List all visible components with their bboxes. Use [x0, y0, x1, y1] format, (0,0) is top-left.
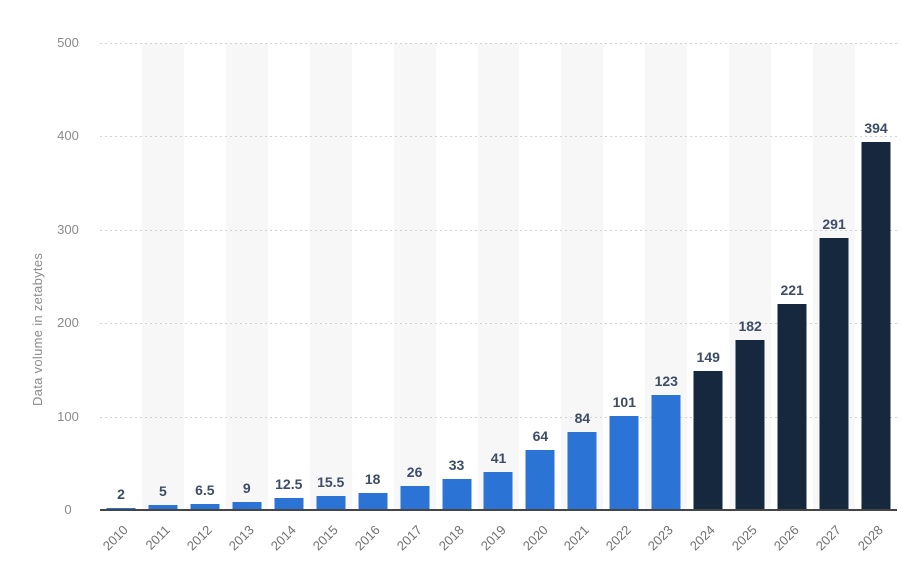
bar-2011[interactable]: [148, 505, 178, 510]
bar-column-2018: 33: [436, 43, 478, 510]
x-axis-labels: 2010 2011 2012 2013 2014 2015 2016 2017 2018 2019…: [100, 510, 897, 587]
bar-2021[interactable]: [567, 431, 597, 510]
bar-2026[interactable]: [777, 303, 807, 510]
bar-value-label: 15.5: [317, 473, 345, 490]
bar-column-2017: 26: [394, 43, 436, 510]
x-tick-label-2025: 2025: [729, 522, 761, 554]
x-tick-label-2019: 2019: [477, 522, 509, 554]
bar-2024[interactable]: [693, 370, 723, 510]
bar-column-2014: 12.5: [268, 43, 310, 510]
bar-value-label: 26: [406, 463, 423, 480]
gridline: [100, 229, 897, 231]
bar-column-2011: 5: [142, 43, 184, 510]
bar-value-label: 2: [117, 486, 125, 503]
bar-2020[interactable]: [525, 450, 555, 510]
bar-column-2021: 84: [561, 43, 603, 510]
y-tick-label: 500: [57, 35, 79, 50]
bar-value-label: 12.5: [275, 476, 303, 493]
bar-value-label: 84: [574, 409, 591, 426]
x-tick-label-2022: 2022: [603, 522, 635, 554]
x-tick-label-2010: 2010: [99, 522, 131, 554]
bar-value-label: 18: [364, 471, 381, 488]
bar-2019[interactable]: [483, 471, 513, 510]
bar-column-2020: 64: [519, 43, 561, 510]
x-tick-label-2016: 2016: [351, 522, 383, 554]
bar-2017[interactable]: [400, 485, 430, 510]
bar-column-2012: 6.5: [184, 43, 226, 510]
column-stripe: [309, 43, 352, 510]
bar-column-2019: 41: [478, 43, 520, 510]
bar-column-2025: 182: [729, 43, 771, 510]
y-tick-label: 300: [57, 221, 79, 237]
y-axis: 0 100 200 300 400 500: [38, 35, 98, 517]
column-stripe: [477, 43, 520, 510]
column-stripe: [393, 43, 436, 510]
bar-column-2016: 18: [352, 43, 394, 510]
x-tick-label-2012: 2012: [183, 522, 215, 554]
bar-value-label: 33: [448, 457, 465, 474]
bars-layer: 2 5 6.5 9 12.5 15.5 18 26 33 41 64 84 101 123 149 182 22…: [100, 43, 897, 510]
bar-value-label: 101: [612, 393, 636, 410]
bar-2027[interactable]: [819, 238, 849, 510]
x-tick-label-2013: 2013: [225, 522, 257, 554]
bar-2014[interactable]: [274, 498, 304, 510]
bar-value-label: 9: [242, 479, 251, 496]
bar-column-2015: 15.5: [310, 43, 352, 510]
x-tick-label-2028: 2028: [854, 522, 886, 554]
bar-column-2013: 9: [226, 43, 268, 510]
bar-2018[interactable]: [442, 479, 472, 510]
bar-column-2010: 2: [100, 43, 142, 510]
bar-value-label: 221: [780, 281, 804, 298]
bar-value-label: 5: [159, 483, 167, 500]
bar-2012[interactable]: [190, 503, 220, 510]
bar-value-label: 41: [490, 449, 507, 466]
x-tick-label-2023: 2023: [645, 522, 677, 554]
x-tick-label-2015: 2015: [309, 522, 341, 554]
bar-column-2028: 394: [855, 43, 897, 510]
x-tick-label-2018: 2018: [435, 522, 467, 554]
bar-value-label: 291: [822, 216, 846, 233]
bar-column-2027: 291: [813, 43, 855, 510]
y-tick-label: 200: [57, 315, 79, 331]
bar-value-label: 6.5: [195, 481, 215, 498]
bar-2013[interactable]: [232, 501, 262, 510]
y-tick-label: 0: [64, 502, 72, 517]
y-tick-label: 100: [57, 408, 79, 424]
x-tick-label-2026: 2026: [770, 522, 803, 554]
gridline: [100, 43, 897, 44]
bar-value-label: 64: [532, 428, 549, 445]
gridlines: [100, 43, 897, 510]
bar-value-label: 149: [696, 348, 720, 365]
bar-value-label: 123: [654, 373, 678, 390]
column-stripe: [225, 43, 268, 510]
bar-2023[interactable]: [651, 395, 681, 510]
x-tick-label-2020: 2020: [519, 522, 551, 554]
bar-column-2024: 149: [687, 43, 729, 510]
bar-value-label: 182: [738, 318, 762, 335]
bar-column-2022: 101: [603, 43, 645, 510]
x-tick-label-2014: 2014: [267, 522, 299, 554]
bar-column-2023: 123: [645, 43, 687, 510]
y-tick-label: 400: [57, 128, 79, 144]
x-tick-label-2017: 2017: [393, 522, 425, 554]
bar-2025[interactable]: [735, 340, 765, 510]
x-tick-label-2011: 2011: [142, 522, 173, 553]
bar-2022[interactable]: [609, 415, 639, 510]
gridline: [100, 323, 897, 325]
gridline: [100, 416, 897, 418]
plot-area: 2 5 6.5 9 12.5 15.5 18 26 33 41 64 84 101 123 149 182 22…: [100, 43, 897, 511]
bar-2028[interactable]: [861, 142, 891, 510]
bar-value-label: 394: [864, 120, 888, 137]
bar-2015[interactable]: [316, 495, 346, 510]
column-stripe: [141, 43, 184, 510]
x-tick-label-2027: 2027: [812, 522, 844, 554]
x-axis-line: [100, 509, 897, 511]
gridline: [100, 136, 897, 138]
bar-column-2026: 221: [771, 43, 813, 510]
bar-2016[interactable]: [358, 493, 388, 510]
x-tick-label-2024: 2024: [687, 522, 719, 554]
x-tick-label-2021: 2021: [561, 522, 593, 554]
